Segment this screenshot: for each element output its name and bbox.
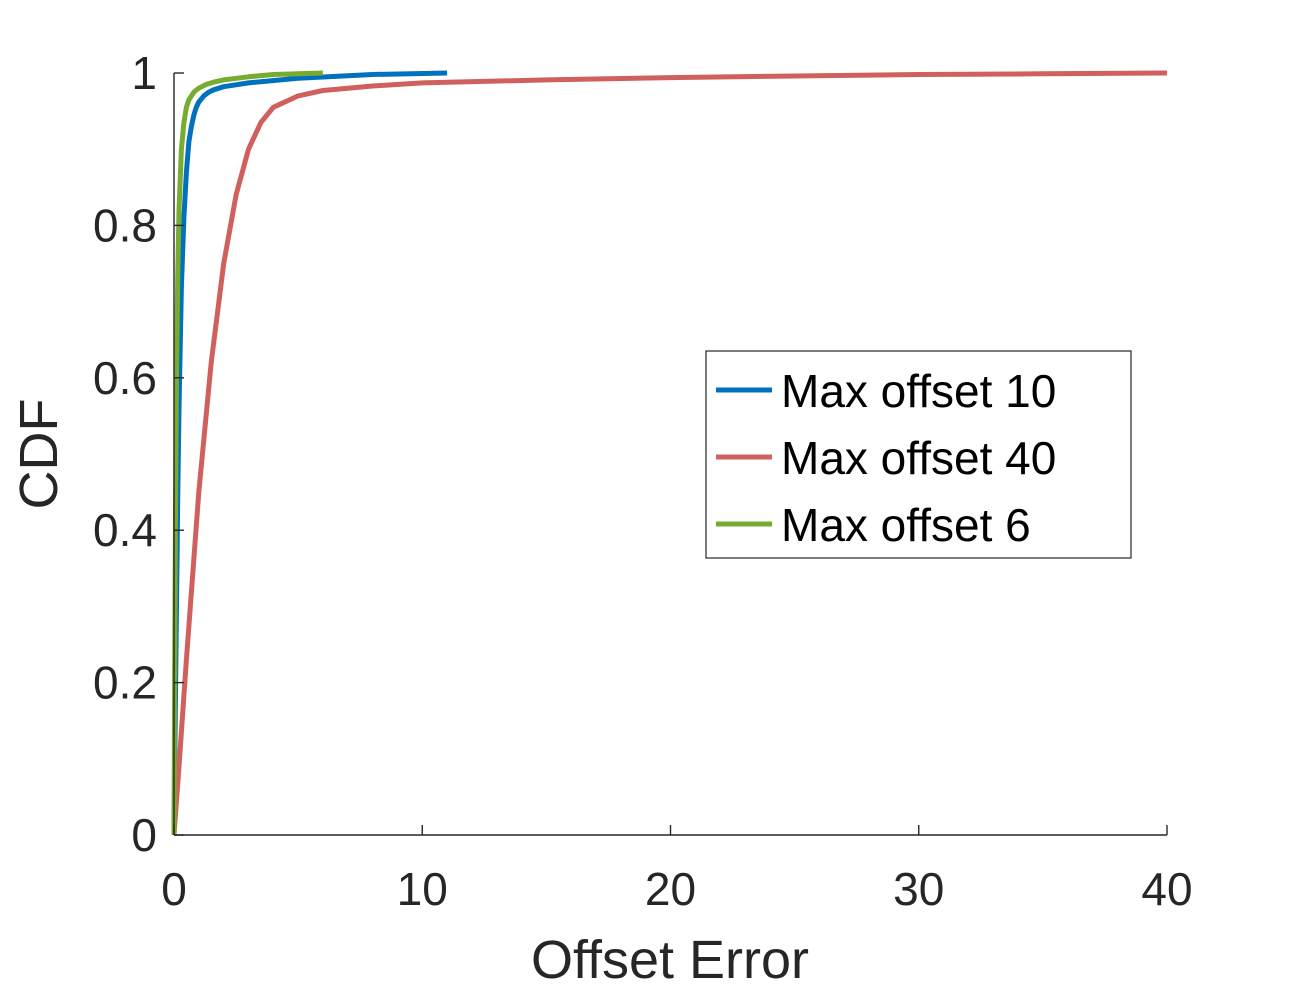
y-tick-label: 0.2 <box>93 657 157 709</box>
legend-label-2: Max offset 40 <box>781 432 1056 484</box>
y-tick-label: 0.8 <box>93 199 157 251</box>
y-tick-label: 0 <box>131 809 157 861</box>
y-axis-label: CDF <box>9 399 69 510</box>
x-tick-label: 30 <box>893 863 944 915</box>
x-tick-label: 10 <box>397 863 448 915</box>
x-tick-label: 20 <box>645 863 696 915</box>
y-tick-label: 1 <box>131 47 157 99</box>
legend: Max offset 10 Max offset 40 Max offset 6 <box>705 350 1132 559</box>
series-line-3 <box>171 70 323 836</box>
series-line-2 <box>171 70 1168 836</box>
series-line-1 <box>171 70 448 836</box>
x-ticks: 0 10 20 30 40 <box>161 825 1193 915</box>
x-axis-label: Offset Error <box>531 930 809 990</box>
legend-box <box>705 350 1132 559</box>
x-tick-label: 0 <box>161 863 187 915</box>
legend-label-1: Max offset 10 <box>781 365 1056 417</box>
legend-label-3: Max offset 6 <box>781 499 1031 551</box>
y-tick-label: 0.4 <box>93 504 157 556</box>
y-tick-label: 0.6 <box>93 352 157 404</box>
x-tick-label: 40 <box>1141 863 1192 915</box>
y-ticks: 0 0.2 0.4 0.6 0.8 1 <box>93 47 184 861</box>
